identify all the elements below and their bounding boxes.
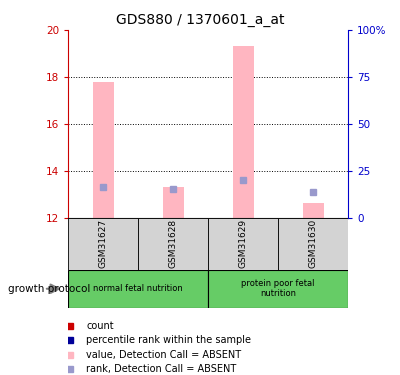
- Bar: [68, 270, 208, 308]
- Bar: [232, 46, 254, 217]
- Text: count: count: [86, 321, 114, 331]
- Text: growth protocol: growth protocol: [8, 284, 90, 294]
- Bar: [208, 217, 278, 270]
- Text: normal fetal nutrition: normal fetal nutrition: [93, 284, 183, 293]
- Text: GDS880 / 1370601_a_at: GDS880 / 1370601_a_at: [116, 13, 284, 27]
- Bar: [162, 187, 184, 218]
- Text: GSM31630: GSM31630: [308, 219, 318, 268]
- Text: protein poor fetal
nutrition: protein poor fetal nutrition: [241, 279, 315, 298]
- Bar: [138, 217, 208, 270]
- Bar: [68, 217, 138, 270]
- Bar: [302, 203, 324, 217]
- Text: percentile rank within the sample: percentile rank within the sample: [86, 335, 251, 345]
- Bar: [278, 217, 348, 270]
- Bar: [208, 270, 348, 308]
- Text: GSM31627: GSM31627: [98, 219, 108, 268]
- Bar: [92, 82, 114, 218]
- Text: rank, Detection Call = ABSENT: rank, Detection Call = ABSENT: [86, 364, 236, 374]
- Text: GSM31629: GSM31629: [238, 219, 248, 268]
- Text: GSM31628: GSM31628: [168, 219, 178, 268]
- Text: value, Detection Call = ABSENT: value, Detection Call = ABSENT: [86, 350, 241, 360]
